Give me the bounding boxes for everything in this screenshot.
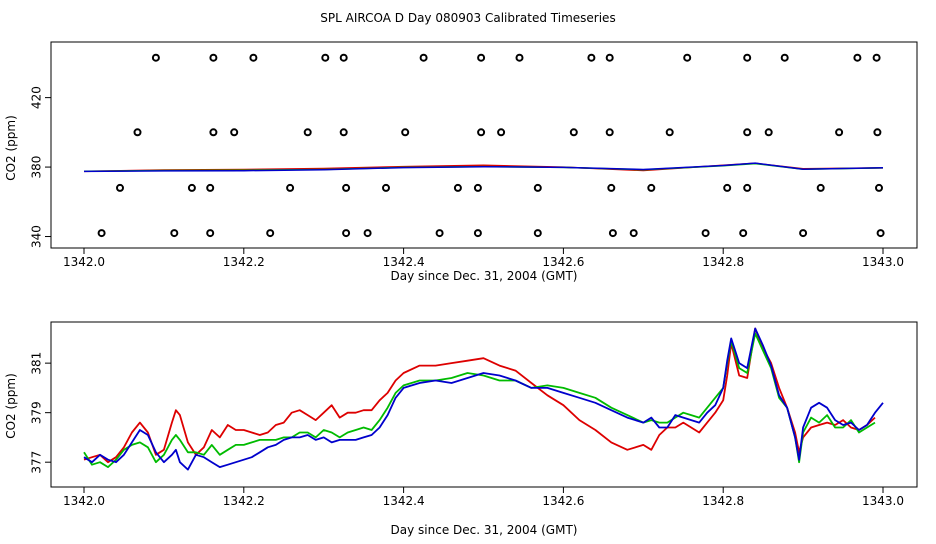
x-tick-label: 1342.8 (702, 494, 744, 508)
scatter-point (764, 128, 773, 137)
x-tick-label: 1342.6 (542, 494, 584, 508)
bottom-y-axis-label: CO2 (ppm) (4, 373, 18, 439)
x-tick-label: 1343.0 (862, 255, 904, 269)
scatter-point (342, 183, 351, 192)
x-tick-label: 1342.2 (223, 255, 265, 269)
y-tick-label: 381 (30, 352, 44, 375)
scatter-point (419, 53, 428, 62)
scatter-point (342, 229, 351, 238)
chart-title: SPL AIRCOA D Day 080903 Calibrated Times… (320, 11, 615, 25)
scatter-point (876, 229, 885, 238)
y-tick-label: 420 (30, 86, 44, 109)
series-line-blue (83, 327, 884, 471)
scatter-point (816, 183, 825, 192)
scatter-point (569, 128, 578, 137)
scatter-point (170, 229, 179, 238)
y-tick-label: 379 (30, 401, 44, 424)
scatter-point (133, 128, 142, 137)
scatter-point (608, 229, 617, 238)
scatter-point (533, 229, 542, 238)
scatter-point (665, 128, 674, 137)
scatter-point (382, 183, 390, 192)
scatter-point (780, 53, 789, 62)
top-plot-frame (50, 41, 918, 249)
scatter-point (835, 128, 844, 137)
scatter-point (683, 53, 692, 62)
y-tick-label: 380 (30, 156, 44, 179)
scatter-point (605, 53, 614, 62)
x-tick-label: 1342.0 (63, 494, 105, 508)
scatter-point (187, 183, 196, 192)
top-panel: Day since Dec. 31, 2004 (GMT) CO2 (ppm) … (4, 41, 918, 283)
scatter-point (477, 53, 486, 62)
x-tick-label: 1342.8 (702, 255, 744, 269)
scatter-point (647, 183, 656, 192)
scatter-point (587, 53, 596, 62)
scatter-point (303, 128, 312, 137)
scatter-point (723, 183, 732, 192)
scatter-point (435, 229, 444, 238)
scatter-point (533, 183, 542, 192)
top-y-axis-label: CO2 (ppm) (4, 115, 18, 181)
scatter-point (209, 128, 218, 137)
y-tick-label: 340 (30, 225, 44, 248)
y-tick-label: 377 (30, 451, 44, 474)
scatter-point (799, 229, 808, 238)
scatter-point (872, 53, 881, 62)
top-x-axis-label: Day since Dec. 31, 2004 (GMT) (391, 269, 578, 283)
scatter-point (206, 183, 215, 192)
scatter-point (401, 128, 410, 137)
scatter-point (477, 128, 486, 137)
scatter-point (266, 229, 275, 238)
scatter-point (629, 229, 638, 238)
scatter-point (873, 128, 882, 137)
scatter-point (875, 183, 883, 192)
x-tick-label: 1342.4 (383, 494, 425, 508)
scatter-point (605, 128, 614, 137)
scatter-point (206, 229, 215, 238)
scatter-point (151, 53, 160, 62)
scatter-point (743, 183, 752, 192)
x-tick-label: 1342.6 (542, 255, 584, 269)
bottom-panel: Day since Dec. 31, 2004 (GMT) CO2 (ppm) … (4, 321, 918, 537)
x-tick-label: 1342.0 (63, 255, 105, 269)
scatter-point (286, 183, 295, 192)
scatter-point (116, 183, 124, 192)
scatter-point (339, 128, 348, 137)
scatter-point (607, 183, 616, 192)
scatter-point (453, 183, 462, 192)
scatter-point (209, 53, 218, 62)
scatter-point (321, 53, 330, 62)
x-tick-label: 1342.2 (223, 494, 265, 508)
series-line-blue (83, 162, 884, 173)
scatter-point (473, 229, 482, 238)
scatter-point (363, 229, 372, 238)
bottom-x-axis-label: Day since Dec. 31, 2004 (GMT) (391, 523, 578, 537)
scatter-point (515, 53, 524, 62)
series-line-green (83, 332, 876, 469)
scatter-point (473, 183, 482, 192)
x-tick-label: 1343.0 (862, 494, 904, 508)
scatter-point (853, 53, 862, 62)
scatter-point (743, 128, 752, 137)
series-line-red (83, 327, 876, 464)
scatter-point (701, 229, 710, 238)
scatter-point (743, 53, 752, 62)
scatter-point (739, 229, 748, 238)
scatter-point (339, 53, 348, 62)
scatter-point (97, 229, 106, 238)
scatter-point (497, 128, 506, 137)
x-tick-label: 1342.4 (383, 255, 425, 269)
scatter-point (230, 128, 239, 137)
scatter-point (249, 53, 258, 62)
